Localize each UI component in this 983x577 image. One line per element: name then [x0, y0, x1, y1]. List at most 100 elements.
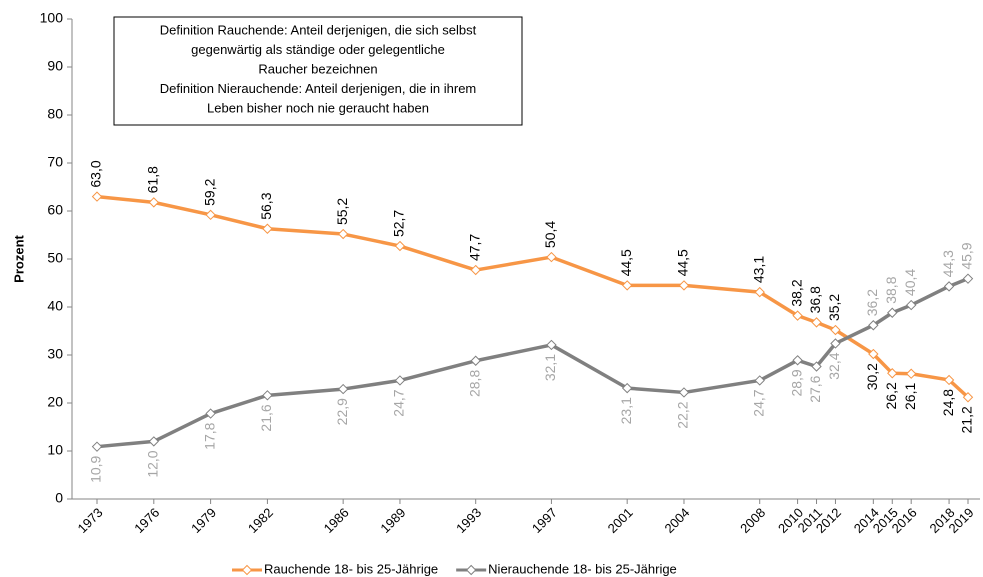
y-tick-label: 60 [47, 202, 63, 218]
marker [905, 299, 917, 311]
marker [91, 441, 103, 452]
x-tick-label: 2004 [661, 505, 692, 536]
y-tick-label: 80 [47, 106, 63, 122]
marker [962, 273, 974, 284]
marker [205, 209, 216, 221]
data-label: 63,0 [88, 160, 104, 187]
data-label: 28,9 [788, 369, 804, 396]
data-label: 17,8 [201, 422, 217, 449]
data-label: 36,8 [807, 286, 823, 313]
data-label: 12,0 [145, 450, 161, 477]
annotation-box [113, 16, 523, 126]
y-tick-label: 40 [47, 298, 63, 314]
data-label: 30,2 [864, 363, 880, 390]
marker [905, 368, 917, 379]
data-label: 26,2 [883, 382, 899, 409]
data-label: 24,7 [391, 389, 407, 416]
marker [792, 310, 803, 321]
data-label: 21,2 [959, 406, 975, 433]
data-label: 24,7 [750, 389, 766, 416]
data-label: 24,8 [940, 389, 956, 416]
data-label: 10,9 [88, 455, 104, 482]
y-tick-label: 30 [47, 346, 63, 362]
marker [470, 355, 481, 366]
data-label: 27,6 [807, 375, 823, 402]
y-tick-label: 20 [47, 394, 63, 410]
annotation-line: Definition Nierauchende: Anteil derjenig… [160, 81, 477, 96]
data-label: 56,3 [258, 192, 274, 219]
data-label: 38,2 [788, 279, 804, 306]
marker [470, 264, 481, 276]
data-label: 44,5 [675, 249, 691, 276]
x-tick-label: 2001 [605, 505, 636, 536]
data-label: 47,7 [466, 234, 482, 261]
marker [91, 191, 103, 202]
marker [337, 383, 349, 395]
data-label: 61,8 [145, 166, 161, 193]
data-label: 44,3 [940, 250, 956, 277]
data-label: 59,2 [201, 178, 217, 205]
y-tick-label: 70 [47, 154, 63, 170]
data-label: 45,9 [959, 242, 975, 269]
y-tick-label: 0 [55, 490, 63, 506]
y-tick-label: 10 [47, 442, 63, 458]
marker [830, 324, 841, 336]
marker [887, 368, 898, 379]
marker [678, 387, 690, 398]
marker [621, 382, 633, 394]
legend-label: Rauchende 18- bis 25-Jährige [264, 561, 438, 576]
x-tick-label: 1993 [453, 505, 484, 536]
marker [262, 390, 273, 401]
data-label: 26,1 [902, 383, 918, 410]
y-axis-label: Prozent [11, 234, 26, 282]
marker [943, 281, 955, 292]
annotation-line: Leben bisher noch nie geraucht haben [207, 100, 429, 115]
marker [546, 251, 557, 263]
marker [792, 355, 803, 366]
marker [811, 361, 822, 372]
marker [754, 375, 765, 386]
marker [943, 374, 955, 386]
data-label: 32,4 [826, 352, 842, 379]
marker [148, 197, 160, 208]
x-tick-label: 1986 [321, 505, 352, 536]
x-tick-label: 1976 [131, 505, 162, 536]
marker [811, 317, 822, 328]
legend-marker [465, 564, 477, 576]
x-tick-label: 1979 [188, 505, 219, 536]
marker [205, 408, 216, 419]
data-label: 36,2 [864, 289, 880, 316]
data-label: 32,1 [542, 354, 558, 381]
data-label: 55,2 [334, 198, 350, 225]
data-label: 38,8 [883, 276, 899, 303]
marker [621, 280, 633, 291]
data-label: 28,8 [466, 370, 482, 397]
data-label: 21,6 [258, 404, 274, 431]
marker [394, 375, 406, 386]
data-label: 43,1 [750, 256, 766, 283]
annotation-line: Raucher bezeichnen [258, 61, 377, 76]
marker [868, 320, 879, 331]
marker [394, 240, 406, 252]
data-label: 22,9 [334, 398, 350, 425]
data-label: 23,1 [618, 397, 634, 424]
marker [148, 436, 160, 447]
marker [337, 228, 349, 240]
marker [887, 307, 898, 318]
marker [868, 348, 879, 360]
legend-label: Nierauchende 18- bis 25-Jährige [488, 561, 677, 576]
x-tick-label: 1982 [245, 505, 276, 536]
x-tick-label: 1989 [377, 505, 408, 536]
x-tick-label: 1997 [529, 505, 560, 536]
data-label: 52,7 [391, 210, 407, 237]
annotation-line: gegenwärtig als ständige oder gelegentli… [191, 42, 445, 57]
marker [678, 280, 690, 291]
marker [546, 339, 557, 351]
data-label: 44,5 [618, 249, 634, 276]
annotation-line: Definition Rauchende: Anteil derjenigen,… [160, 22, 477, 37]
marker [830, 338, 841, 349]
data-label: 35,2 [826, 294, 842, 321]
marker [262, 223, 273, 234]
legend-marker [241, 564, 253, 576]
